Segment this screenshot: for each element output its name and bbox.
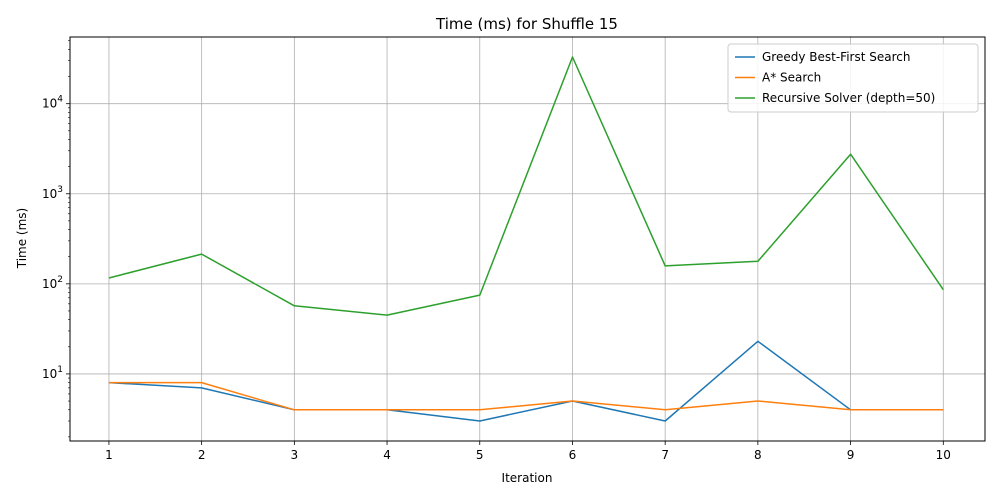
plot-area-frame xyxy=(69,36,986,442)
x-tick-label: 6 xyxy=(569,448,577,462)
series-line xyxy=(108,381,944,411)
x-tick-label: 4 xyxy=(383,448,391,462)
x-axis-ticks: 1 2 3 4 5 6 7 8 9 10 xyxy=(105,441,951,462)
series-line xyxy=(108,56,944,316)
x-tick-label: 2 xyxy=(198,448,206,462)
x-tick-label: 1 xyxy=(105,448,113,462)
x-tick-label: 3 xyxy=(291,448,299,462)
legend-box xyxy=(727,43,979,113)
x-tick-label: 5 xyxy=(476,448,484,462)
y-tick-label: 104 xyxy=(42,95,63,111)
x-tick-label: 8 xyxy=(754,448,762,462)
x-tick-label: 9 xyxy=(847,448,855,462)
x-axis-title: Iteration xyxy=(502,471,553,485)
chart-title: Time (ms) for Shuffle 15 xyxy=(435,15,618,33)
legend: Greedy Best-First Search A* Search Recursi… xyxy=(727,43,979,113)
y-tick-label: 103 xyxy=(42,185,63,201)
series-line xyxy=(108,340,944,422)
series-lines xyxy=(108,56,944,422)
y-tick-label: 102 xyxy=(42,275,63,291)
y-axis-title: Time (ms) xyxy=(15,208,29,270)
legend-label: Greedy Best-First Search xyxy=(762,50,910,64)
legend-label: A* Search xyxy=(762,71,821,85)
x-tick-label: 10 xyxy=(936,448,951,462)
y-tick-label: 101 xyxy=(42,365,63,381)
x-tick-label: 7 xyxy=(661,448,669,462)
legend-label: Recursive Solver (depth=50) xyxy=(762,91,935,105)
y-axis-ticks: 101 102 103 104 xyxy=(42,40,70,438)
